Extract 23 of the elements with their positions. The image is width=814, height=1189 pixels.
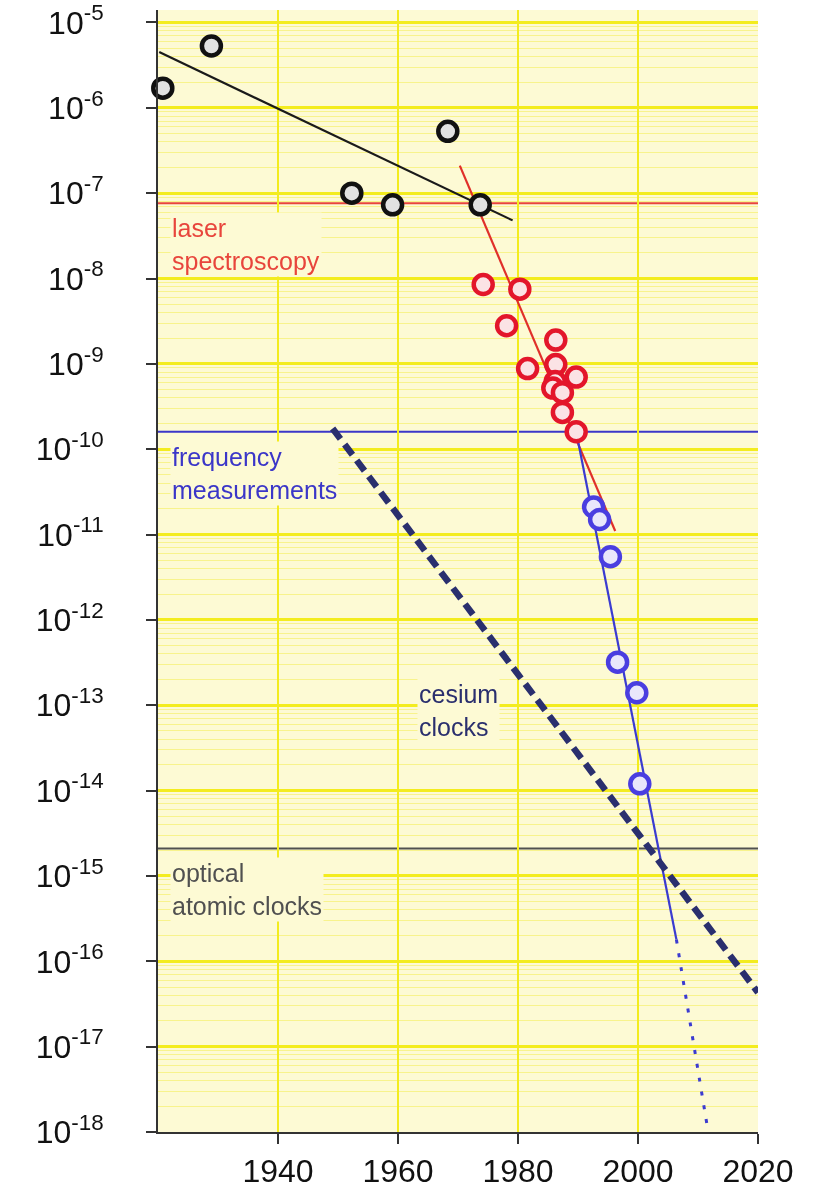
y-tick-label: 10$^{-18}$	[35, 1109, 104, 1151]
x-tick-label: 2000	[602, 1153, 674, 1189]
y-tick-label: 10$^{-14}$	[35, 768, 104, 809]
x-tick-label: 2020	[722, 1153, 794, 1189]
y-tick-label: 10$^{-15}$	[35, 853, 104, 895]
y-tick-label: 10$^{-10}$	[35, 426, 104, 468]
y-tick-label: 10$^{-6}$	[48, 85, 104, 127]
x-tick-label: 1980	[482, 1153, 554, 1189]
y-tick-label: 10$^{-7}$	[48, 170, 104, 212]
ref-line-label: optical atomic clocks	[172, 859, 323, 920]
y-tick-label: 10$^{-16}$	[35, 939, 104, 980]
x-tick-label: 1940	[242, 1153, 314, 1189]
y-tick-label: 10$^{-17}$	[35, 1024, 104, 1065]
y-tick-label: 10$^{-9}$	[48, 341, 104, 383]
y-tick-label: 10$^{-5}$	[48, 0, 104, 41]
y-tick-label: 10$^{-8}$	[48, 256, 104, 297]
ref-line-label: laser spectroscopy	[172, 214, 320, 275]
y-tick-label: 10$^{-12}$	[35, 597, 104, 639]
series-label: cesium clocks	[419, 680, 499, 741]
ref-line-label: frequency measurements	[172, 443, 338, 504]
x-tick-label: 1960	[362, 1153, 434, 1189]
y-tick-label: 10$^{-11}$	[37, 512, 104, 553]
y-tick-label: 10$^{-13}$	[35, 683, 104, 724]
